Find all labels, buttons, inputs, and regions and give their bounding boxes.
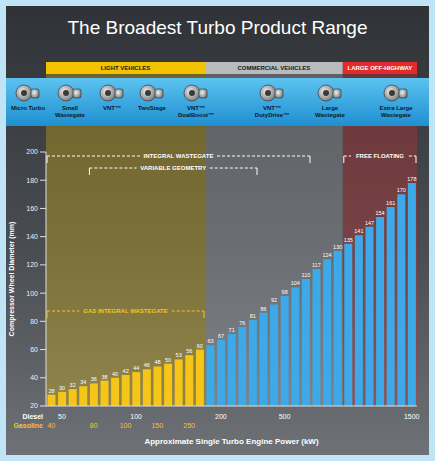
svg-text:28: 28 <box>48 388 54 394</box>
svg-text:36: 36 <box>91 376 97 382</box>
html-text:Small Wastegate: Small Wastegate <box>55 105 85 118</box>
svg-text:GAS INTEGRAL WASTEGATE: GAS INTEGRAL WASTEGATE <box>83 308 167 314</box>
svg-text:Gasoline: Gasoline <box>13 422 43 429</box>
svg-text:147: 147 <box>365 220 374 226</box>
svg-text:140: 140 <box>26 233 38 240</box>
svg-text:LARGE OFF-HIGHWAY: LARGE OFF-HIGHWAY <box>348 65 413 71</box>
svg-text:Compressor Wheel Diameter (mm): Compressor Wheel Diameter (mm) <box>8 222 16 337</box>
svg-text:30: 30 <box>59 385 65 391</box>
svg-text:71: 71 <box>229 327 235 333</box>
svg-text:154: 154 <box>375 210 384 216</box>
svg-text:53: 53 <box>176 352 182 358</box>
svg-text:1500: 1500 <box>404 413 420 420</box>
html-text:VNT™: VNT™ <box>103 105 121 111</box>
svg-text:40: 40 <box>112 371 118 377</box>
svg-text:200: 200 <box>215 413 227 420</box>
svg-text:86: 86 <box>260 306 266 312</box>
svg-text:98: 98 <box>282 289 288 295</box>
svg-text:INTEGRAL WASTEGATE: INTEGRAL WASTEGATE <box>144 153 214 159</box>
svg-text:81: 81 <box>250 313 256 319</box>
svg-text:20: 20 <box>30 402 38 409</box>
svg-text:Diesel: Diesel <box>22 413 43 420</box>
svg-text:LIGHT VEHICLES: LIGHT VEHICLES <box>101 65 151 71</box>
svg-text:100: 100 <box>120 422 132 429</box>
svg-text:56: 56 <box>186 348 192 354</box>
svg-text:42: 42 <box>123 368 129 374</box>
svg-text:80: 80 <box>90 422 98 429</box>
svg-text:FREE FLOATING: FREE FLOATING <box>356 153 404 159</box>
svg-text:250: 250 <box>183 422 195 429</box>
svg-text:130: 130 <box>333 244 342 250</box>
svg-text:80: 80 <box>30 318 38 325</box>
html-text:VNT™ DutyDrive™: VNT™ DutyDrive™ <box>254 105 290 118</box>
svg-text:110: 110 <box>301 272 310 278</box>
svg-text:46: 46 <box>144 362 150 368</box>
svg-text:50: 50 <box>58 413 66 420</box>
svg-text:40: 40 <box>47 422 55 429</box>
svg-text:180: 180 <box>26 177 38 184</box>
svg-text:40: 40 <box>30 374 38 381</box>
html-text:TwoStage: TwoStage <box>138 105 166 111</box>
svg-text:100: 100 <box>26 290 38 297</box>
svg-text:38: 38 <box>101 374 107 380</box>
svg-text:100: 100 <box>130 413 142 420</box>
svg-text:117: 117 <box>312 262 321 268</box>
svg-text:500: 500 <box>279 413 291 420</box>
svg-text:60: 60 <box>30 346 38 353</box>
svg-text:92: 92 <box>271 297 277 303</box>
svg-text:VARIABLE GEOMETRY: VARIABLE GEOMETRY <box>140 165 206 171</box>
svg-text:124: 124 <box>322 252 331 258</box>
html-text:Large Wastegate: Large Wastegate <box>315 105 345 118</box>
svg-text:76: 76 <box>239 320 245 326</box>
svg-text:160: 160 <box>26 205 38 212</box>
svg-text:178: 178 <box>407 176 416 182</box>
svg-text:60: 60 <box>197 343 203 349</box>
html-text:VNT™ DualBoost™: VNT™ DualBoost™ <box>178 105 214 118</box>
svg-text:50: 50 <box>165 357 171 363</box>
svg-text:67: 67 <box>218 333 224 339</box>
html-text:The Broadest Turbo Product Ran: The Broadest Turbo Product Range <box>67 17 368 38</box>
html-text:Extra Large Wastegate: Extra Large Wastegate <box>379 105 413 118</box>
svg-text:135: 135 <box>344 237 353 243</box>
svg-text:44: 44 <box>133 365 139 371</box>
svg-text:48: 48 <box>154 359 160 365</box>
html-text:Micro Turbo: Micro Turbo <box>10 105 46 111</box>
svg-text:150: 150 <box>151 422 163 429</box>
svg-text:200: 200 <box>26 148 38 155</box>
svg-text:104: 104 <box>291 280 300 286</box>
svg-text:COMMERCIAL VEHICLES: COMMERCIAL VEHICLES <box>237 65 310 71</box>
svg-text:63: 63 <box>207 338 213 344</box>
svg-text:Approximate Single Turbo Engin: Approximate Single Turbo Engine Power (k… <box>144 437 318 446</box>
svg-text:141: 141 <box>354 228 363 234</box>
svg-text:34: 34 <box>80 379 86 385</box>
svg-text:170: 170 <box>397 187 406 193</box>
svg-text:120: 120 <box>26 261 38 268</box>
svg-text:161: 161 <box>386 200 395 206</box>
svg-text:32: 32 <box>70 382 76 388</box>
